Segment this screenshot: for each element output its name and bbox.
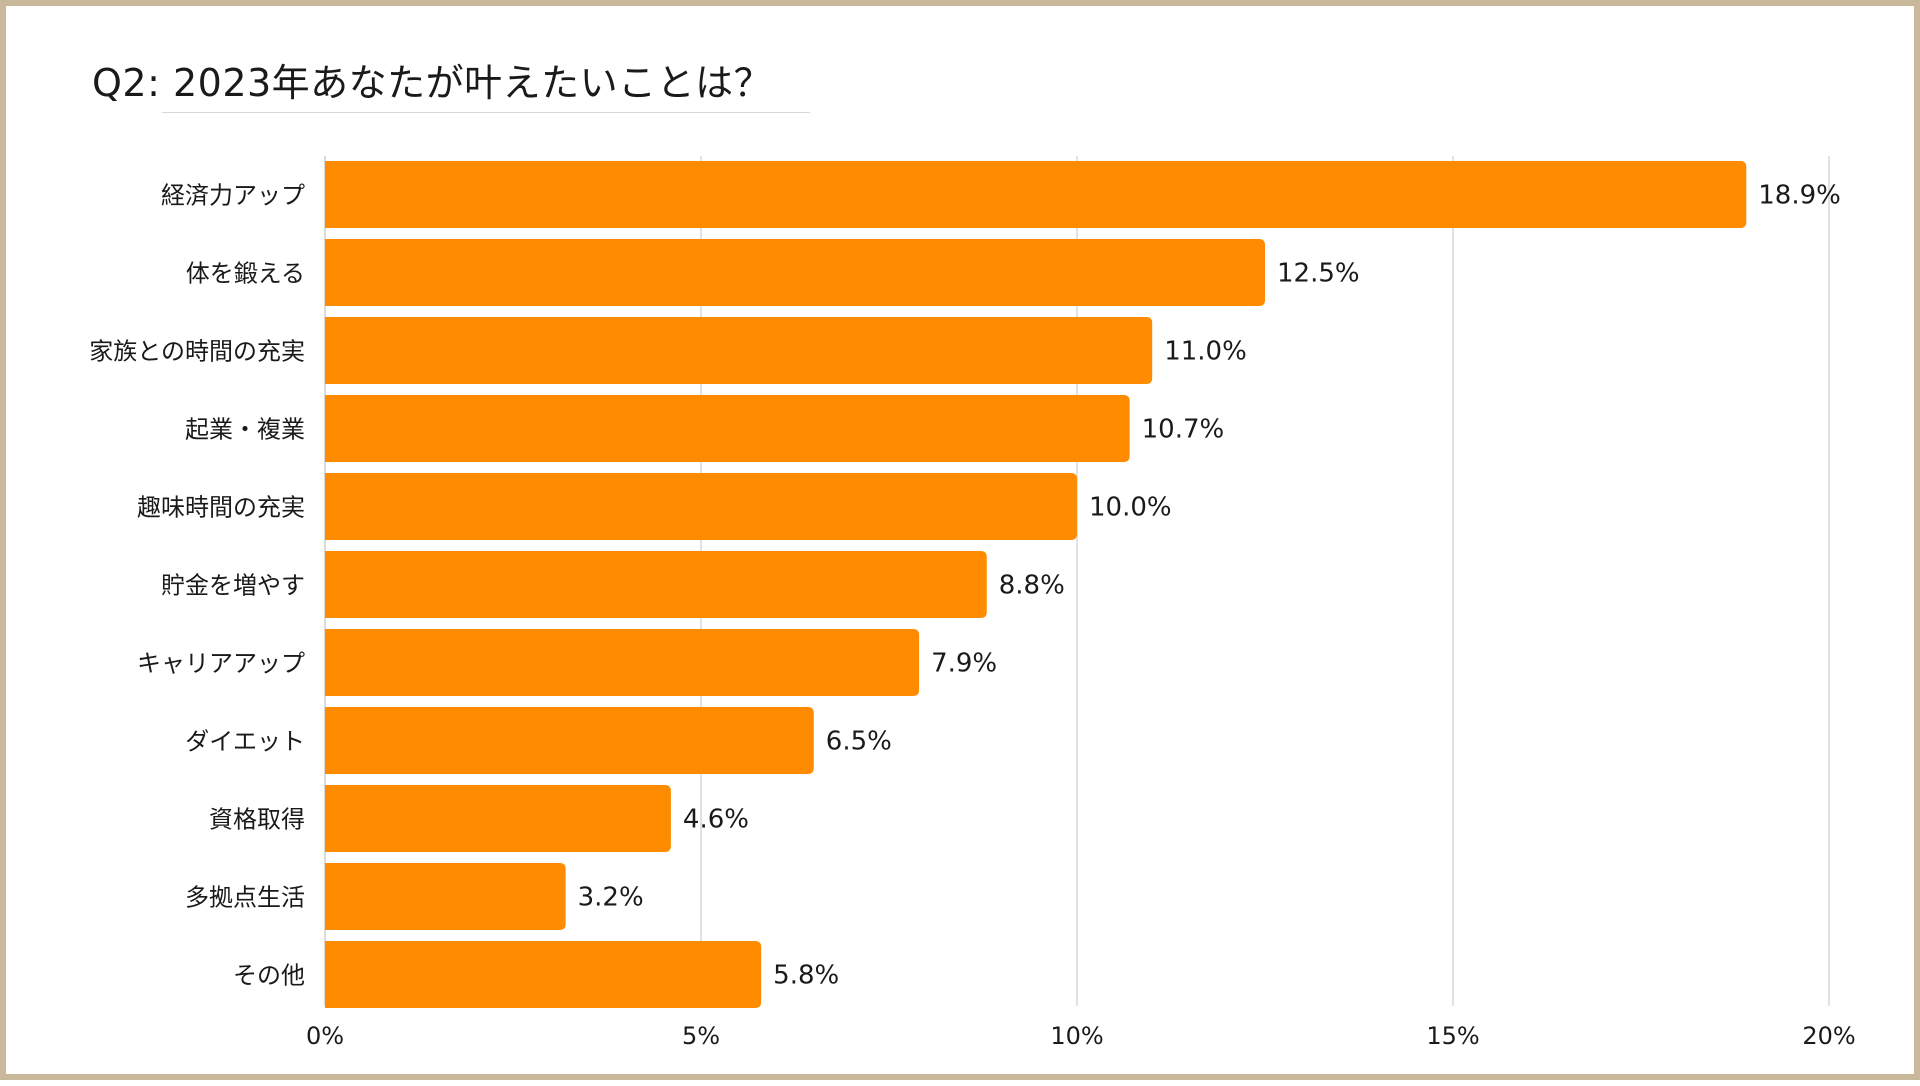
x-tick-label: 15% [1426,1022,1479,1050]
x-tick-label: 5% [682,1022,720,1050]
x-tick-label: 0% [306,1022,344,1050]
data-label: 12.5% [1277,259,1360,289]
data-label: 8.8% [999,571,1065,601]
data-label: 7.9% [931,649,997,679]
data-label: 5.8% [773,961,839,991]
chart-title: Q2: 2023年あなたが叶えたいことは？ [92,61,773,105]
bar [325,317,1153,384]
data-label: 4.6% [683,805,749,835]
bar [325,473,1077,540]
bar [325,551,987,618]
category-label: 趣味時間の充実 [137,494,305,522]
data-label: 6.5% [826,727,892,757]
data-label: 10.7% [1142,415,1225,445]
data-label: 3.2% [578,883,644,913]
category-label: 資格取得 [209,806,305,834]
category-label: 多拠点生活 [185,884,305,912]
bar-chart: 0% 5% 10% 15% 20% 経済力アップ 18.9% 体を鍛える 12.5% 家族との時間… [89,156,1856,1050]
category-label: 貯金を増やす [161,572,305,600]
x-tick-label: 10% [1050,1022,1103,1050]
category-label: その他 [233,962,305,990]
bar [325,863,566,930]
bar [325,161,1747,228]
bar [325,941,762,1008]
category-label: キャリアアップ [137,650,305,678]
title-underline [162,112,810,113]
bar [325,707,814,774]
data-label: 11.0% [1164,337,1247,367]
bar [325,395,1130,462]
bar [325,629,920,696]
category-label: ダイエット [185,728,305,756]
data-label: 18.9% [1758,181,1841,211]
x-tick-label: 20% [1802,1022,1855,1050]
bar [325,785,671,852]
category-label: 家族との時間の充実 [89,338,305,366]
data-label: 10.0% [1089,493,1172,523]
bar [325,239,1265,306]
category-label: 経済力アップ [161,182,305,210]
category-label: 起業・複業 [185,416,305,444]
category-label: 体を鍛える [186,260,305,288]
